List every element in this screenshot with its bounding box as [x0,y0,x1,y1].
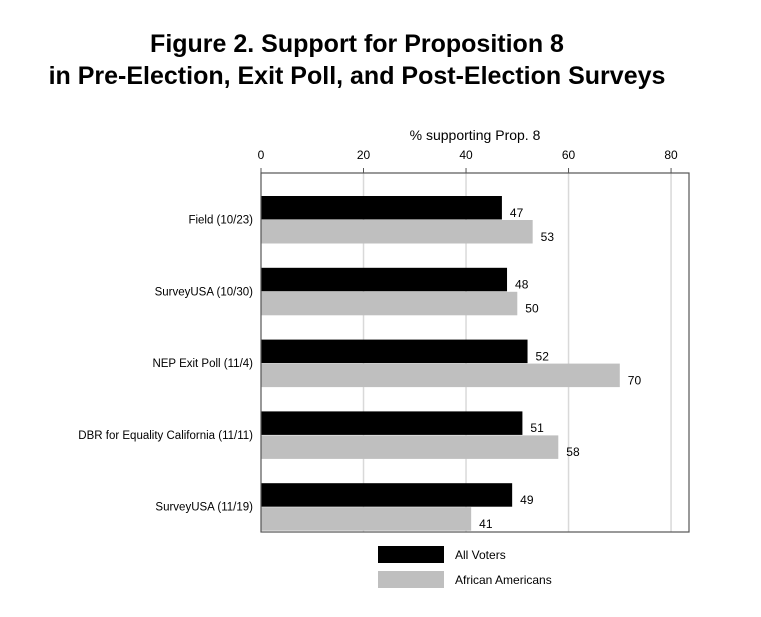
data-label: 47 [510,206,524,220]
data-label: 58 [566,445,580,459]
data-label: 52 [536,349,550,363]
bar-all-voters [261,483,513,507]
data-label: 41 [479,517,493,531]
category-label: NEP Exit Poll (11/4) [152,358,253,370]
x-tick-label: 80 [664,148,678,162]
data-label: 53 [541,230,555,244]
bar-african-americans [261,435,559,459]
category-label: Field (10/23) [188,215,253,227]
legend-label: African Americans [455,573,552,587]
data-label: 48 [515,278,529,292]
data-label: 50 [525,302,539,316]
bar-all-voters [261,339,528,364]
x-axis-title: % supporting Prop. 8 [410,127,541,143]
chart-title-line-1: Figure 2. Support for Proposition 8 [150,30,564,58]
bar-african-americans [261,220,533,244]
data-label: 51 [530,421,544,435]
legend-swatch [378,571,444,588]
x-tick-label: 40 [459,148,473,162]
category-label: DBR for Equality California (11/11) [78,430,253,442]
x-tick-label: 0 [258,148,265,162]
plot-frame [260,172,690,533]
data-label: 49 [520,493,534,507]
bar-all-voters [261,411,523,435]
bar-all-voters [261,267,508,292]
x-tick-label: 60 [562,148,576,162]
legend: All Voters African Americans [378,546,552,588]
chart-title-line-2: in Pre-Election, Exit Poll, and Post-Ele… [49,62,666,90]
x-tick-label: 20 [357,148,371,162]
bar-african-americans [261,507,472,531]
data-label: 70 [628,373,642,387]
category-label: SurveyUSA (11/19) [155,502,253,514]
category-label: SurveyUSA (10/30) [155,286,254,298]
legend-swatch [378,546,444,563]
legend-label: All Voters [455,548,506,562]
bar-all-voters [261,196,502,220]
bar-african-americans [261,291,518,316]
bar-african-americans [261,363,620,388]
